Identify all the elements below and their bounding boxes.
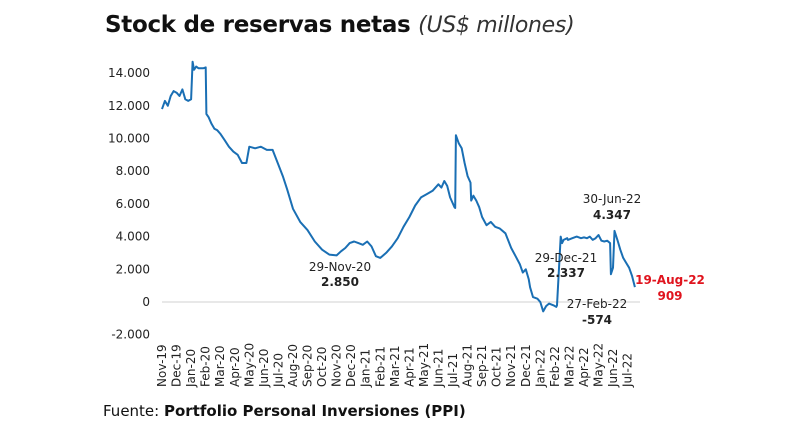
x-tick-label: Feb-21 (373, 346, 387, 387)
annotation-value: 2.850 (321, 275, 359, 289)
y-tick-label: 12.000 (108, 99, 150, 113)
x-tick-label: Jan-21 (359, 349, 373, 388)
x-tick-label: May-22 (592, 343, 606, 387)
x-tick-label: Jul-21 (446, 353, 460, 388)
x-tick-label: Nov-20 (330, 344, 344, 387)
chart-title-unit: (US$ millones) (418, 13, 575, 38)
x-tick-label: Jun-21 (431, 349, 445, 388)
x-tick-label: Dec-21 (519, 344, 533, 387)
annotation-value: 4.347 (593, 208, 631, 222)
annotation-value: -574 (582, 313, 612, 327)
y-axis-ticks: -2.000 0 2.000 4.000 6.000 8.000 10.000 12.000 1… (108, 66, 150, 342)
source-name: Portfolio Personal Inversiones (PPI) (164, 402, 466, 420)
x-tick-label: Jul-20 (271, 353, 285, 388)
x-tick-label: Aug-20 (286, 344, 300, 387)
annotation-date: 29-Dec-21 (535, 251, 597, 265)
x-tick-label: Apr-22 (577, 347, 591, 387)
y-tick-label: 0 (142, 295, 150, 309)
reserves-series-line (161, 60, 636, 313)
x-tick-label: May-21 (417, 343, 431, 387)
y-tick-label: 14.000 (108, 66, 150, 80)
source-prefix: Fuente: (103, 402, 160, 420)
chart-title: Stock de reservas netas (US$ millones) (105, 12, 575, 38)
x-tick-label: Apr-21 (402, 347, 416, 387)
y-tick-label: 6.000 (116, 197, 150, 211)
annotation-date: 29-Nov-20 (309, 260, 371, 274)
x-tick-label: Jan-20 (184, 349, 198, 388)
y-tick-label: 10.000 (108, 132, 150, 146)
x-tick-label: Mar-21 (388, 346, 402, 387)
x-tick-label: Sep-20 (301, 345, 315, 387)
y-tick-label: 4.000 (116, 230, 150, 244)
x-tick-label: Dec-20 (344, 344, 358, 387)
annotation-date: 27-Feb-22 (567, 297, 627, 311)
x-tick-label: Feb-20 (199, 346, 213, 387)
x-tick-label: Nov-19 (155, 344, 169, 387)
x-tick-label: Apr-20 (228, 347, 242, 387)
annotation-date: 30-Jun-22 (583, 192, 642, 206)
x-tick-label: Jun-22 (606, 349, 620, 388)
x-tick-label: Oct-21 (490, 347, 504, 387)
x-tick-label: Feb-22 (548, 346, 562, 387)
source-note: Fuente: Portfolio Personal Inversiones (… (103, 402, 466, 420)
annotation-value: 909 (657, 289, 682, 303)
annotation-value: 2.337 (547, 266, 585, 280)
chart-annotations: 29-Nov-202.850 29-Dec-212.337 27-Feb-22 -57… (309, 192, 705, 327)
x-tick-label: Nov-21 (504, 344, 518, 387)
x-axis-ticks: Nov-19 Dec-19 Jan-20 Feb-20 Mar-20 Apr-20 May-… (155, 343, 635, 388)
y-tick-label: 8.000 (116, 164, 150, 178)
y-tick-label: 2.000 (116, 262, 150, 276)
x-tick-label: May-20 (242, 343, 256, 387)
annotation-date: 19-Aug-22 (635, 273, 705, 287)
x-tick-label: Sep-21 (475, 345, 489, 387)
x-tick-label: Jul-22 (621, 353, 635, 388)
x-tick-label: Mar-20 (213, 346, 227, 387)
chart-title-main: Stock de reservas netas (105, 12, 411, 38)
x-tick-label: Jan-22 (533, 349, 547, 388)
x-tick-label: Dec-19 (170, 344, 184, 387)
x-tick-label: Aug-21 (461, 344, 475, 387)
x-tick-label: Oct-20 (315, 347, 329, 387)
x-tick-label: Jun-20 (257, 349, 271, 388)
x-tick-label: Mar-22 (562, 346, 576, 387)
y-tick-label: -2.000 (111, 328, 150, 342)
